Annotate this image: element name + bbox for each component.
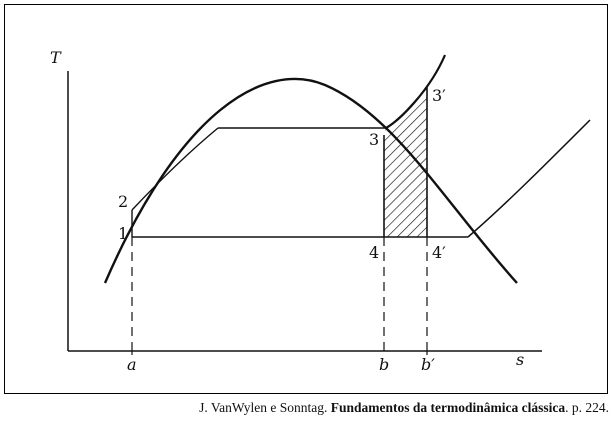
axis-label-s: s (516, 350, 524, 369)
caption-title: Fundamentos da termodinâmica clássica (330, 400, 566, 415)
point-label-3: 3 (369, 130, 379, 149)
point-label-2: 2 (118, 192, 128, 211)
hatched-region (384, 86, 427, 237)
line-2-liquid (131, 127, 219, 211)
point-label-4prime: 4′ (432, 243, 446, 262)
axis-label-t: T (50, 48, 62, 67)
caption-pages: . p. 224. (565, 400, 609, 415)
x-mark-a: a (127, 355, 137, 374)
point-label-3prime: 3′ (432, 86, 446, 105)
figure-caption: J. VanWylen e Sonntag. Fundamentos da te… (199, 400, 609, 416)
isobar-lower (467, 119, 591, 238)
figure-frame: T s 2 1 3 3′ 4 4′ a b b′ (4, 4, 608, 394)
point-label-4: 4 (369, 243, 379, 262)
saturation-dome (103, 77, 518, 284)
x-mark-b: b (379, 355, 389, 374)
point-label-1: 1 (118, 224, 128, 243)
ts-diagram: T s 2 1 3 3′ 4 4′ a b b′ (50, 48, 591, 374)
caption-author: J. VanWylen e Sonntag. (199, 400, 331, 415)
x-mark-bprime: b′ (421, 355, 435, 374)
isobar-upper (385, 54, 447, 129)
